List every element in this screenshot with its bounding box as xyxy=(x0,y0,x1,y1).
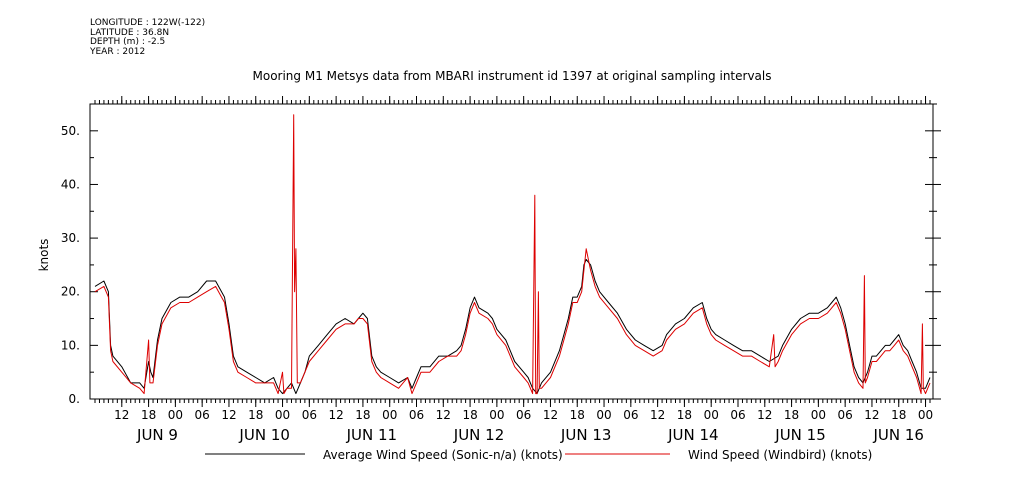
legend-label-windbird: Wind Speed (Windbird) (knots) xyxy=(688,448,872,462)
x-hour-tick-label: 12 xyxy=(650,408,665,422)
tick-labels: 12 18 00 06 12 18 00 06 12 18 00 06 12 18 00 06 12 18 00 06… xyxy=(61,124,933,444)
year-label: YEAR : 2012 xyxy=(90,46,146,57)
plot-frame xyxy=(89,103,934,400)
x-hour-tick-label: 00 xyxy=(596,408,611,422)
legend-label-average-wind: Average Wind Speed (Sonic-n/a) (knots) xyxy=(323,448,563,462)
x-hour-tick-label: 12 xyxy=(328,408,343,422)
y-tick-label: 20. xyxy=(61,285,80,299)
y-tick-label: 40. xyxy=(61,177,80,191)
x-hour-tick-label: 18 xyxy=(570,408,585,422)
x-hour-tick-label: 18 xyxy=(462,408,477,422)
x-hour-tick-label: 00 xyxy=(382,408,397,422)
x-hour-tick-label: 18 xyxy=(891,408,906,422)
legend: Average Wind Speed (Sonic-n/a) (knots) Wi… xyxy=(205,448,872,462)
x-date-label: JUN 13 xyxy=(560,426,611,444)
x-hour-tick-label: 12 xyxy=(864,408,879,422)
x-date-label: JUN 15 xyxy=(774,426,825,444)
x-hour-tick-label: 06 xyxy=(302,408,317,422)
x-hour-tick-label: 06 xyxy=(838,408,853,422)
x-hour-tick-label: 00 xyxy=(489,408,504,422)
x-hour-tick-label: 00 xyxy=(811,408,826,422)
x-hour-tick-label: 12 xyxy=(543,408,558,422)
x-date-label: JUN 12 xyxy=(453,426,504,444)
x-date-label: JUN 11 xyxy=(346,426,397,444)
x-hour-tick-label: 12 xyxy=(436,408,451,422)
y-tick-label: 50. xyxy=(61,124,80,138)
x-hour-tick-label: 12 xyxy=(757,408,772,422)
x-hour-tick-label: 18 xyxy=(784,408,799,422)
x-hour-tick-label: 00 xyxy=(704,408,719,422)
x-hour-tick-label: 12 xyxy=(221,408,236,422)
depth-label: DEPTH (m) : -2.5 xyxy=(90,37,166,47)
y-tick-label: 30. xyxy=(61,231,80,245)
y-axis-label: knots xyxy=(37,239,51,272)
x-hour-tick-label: 00 xyxy=(918,408,933,422)
y-tick-label: 0. xyxy=(69,392,80,406)
x-date-label: JUN 14 xyxy=(667,426,718,444)
metadata-block: LONGITUDE : 122W(-122) LATITUDE : 36.8N … xyxy=(90,18,206,57)
latitude-label: LATITUDE : 36.8N xyxy=(90,27,170,38)
x-hour-tick-label: 06 xyxy=(730,408,745,422)
axis-ticks xyxy=(90,96,941,407)
chart-title: Mooring M1 Metsys data from MBARI instru… xyxy=(253,69,772,83)
x-hour-tick-label: 18 xyxy=(355,408,370,422)
x-hour-tick-label: 06 xyxy=(623,408,638,422)
x-hour-tick-label: 18 xyxy=(141,408,156,422)
x-hour-tick-label: 06 xyxy=(195,408,210,422)
x-hour-tick-label: 18 xyxy=(677,408,692,422)
series-group xyxy=(94,114,931,395)
x-hour-tick-label: 00 xyxy=(275,408,290,422)
y-tick-label: 10. xyxy=(61,338,80,352)
x-hour-tick-label: 00 xyxy=(168,408,183,422)
longitude-label: LONGITUDE : 122W(-122) xyxy=(90,18,206,28)
x-hour-tick-label: 18 xyxy=(248,408,263,422)
x-date-label: JUN 10 xyxy=(238,426,289,444)
x-date-label: JUN 16 xyxy=(873,426,924,444)
x-hour-tick-label: 12 xyxy=(114,408,129,422)
x-hour-tick-label: 06 xyxy=(516,408,531,422)
x-date-label: JUN 9 xyxy=(136,426,178,444)
series-line-1 xyxy=(94,259,931,395)
series-line-2 xyxy=(94,114,931,395)
x-hour-tick-label: 06 xyxy=(409,408,424,422)
